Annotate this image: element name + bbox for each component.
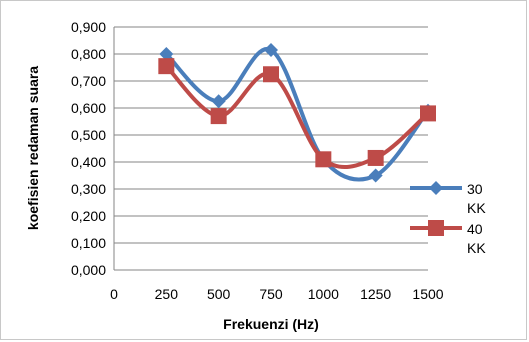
data-point-40-kk — [263, 66, 279, 83]
x-tick-label: 500 — [207, 286, 231, 302]
y-tick-label: 0,300 — [71, 181, 106, 197]
data-point-30-kk — [264, 42, 278, 57]
data-point-30-kk — [368, 168, 383, 183]
legend-label: KK — [467, 240, 486, 256]
x-tick-label: 1000 — [308, 286, 339, 302]
y-axis-title: koefisien redaman suara — [25, 66, 41, 230]
data-point-30-kk — [159, 47, 174, 61]
x-tick-labels: 0 250 500 750 1000 1250 1500 — [110, 286, 444, 302]
series-40-kk — [158, 58, 436, 170]
y-tick-label: 0,500 — [71, 127, 106, 143]
legend-label: 30 — [467, 181, 483, 197]
data-point-40-kk — [367, 149, 384, 166]
y-tick-label: 0,800 — [71, 46, 106, 62]
y-tick-label: 0,900 — [71, 19, 106, 35]
legend-marker — [428, 220, 444, 236]
legend: 30 KK 40 KK — [410, 181, 486, 256]
data-point-40-kk — [158, 58, 175, 75]
data-point-40-kk — [315, 151, 332, 168]
x-tick-label: 0 — [110, 286, 118, 302]
y-tick-label: 0,700 — [71, 73, 106, 89]
y-tick-label: 0,100 — [71, 235, 106, 251]
x-tick-label: 250 — [155, 286, 179, 302]
y-tick-label: 0,000 — [71, 262, 106, 278]
data-point-40-kk — [210, 108, 227, 125]
x-tick-label: 750 — [259, 286, 283, 302]
y-tick-label: 0,200 — [71, 208, 106, 224]
x-tick-label: 1250 — [360, 286, 391, 302]
y-tick-labels: 0,000 0,100 0,200 0,300 0,400 0,500 0,600 0,700… — [71, 19, 106, 278]
legend-label: 40 — [467, 221, 483, 237]
legend-marker — [429, 181, 443, 195]
x-tick-label: 1500 — [412, 286, 443, 302]
y-tick-label: 0,400 — [71, 154, 106, 170]
axes — [113, 27, 428, 271]
data-point-30-kk — [211, 94, 226, 109]
x-axis-title: Frekuenzi (Hz) — [223, 316, 319, 332]
legend-label: KK — [467, 200, 486, 216]
data-point-40-kk — [420, 105, 436, 122]
y-tick-label: 0,600 — [71, 100, 106, 116]
series — [158, 42, 436, 183]
